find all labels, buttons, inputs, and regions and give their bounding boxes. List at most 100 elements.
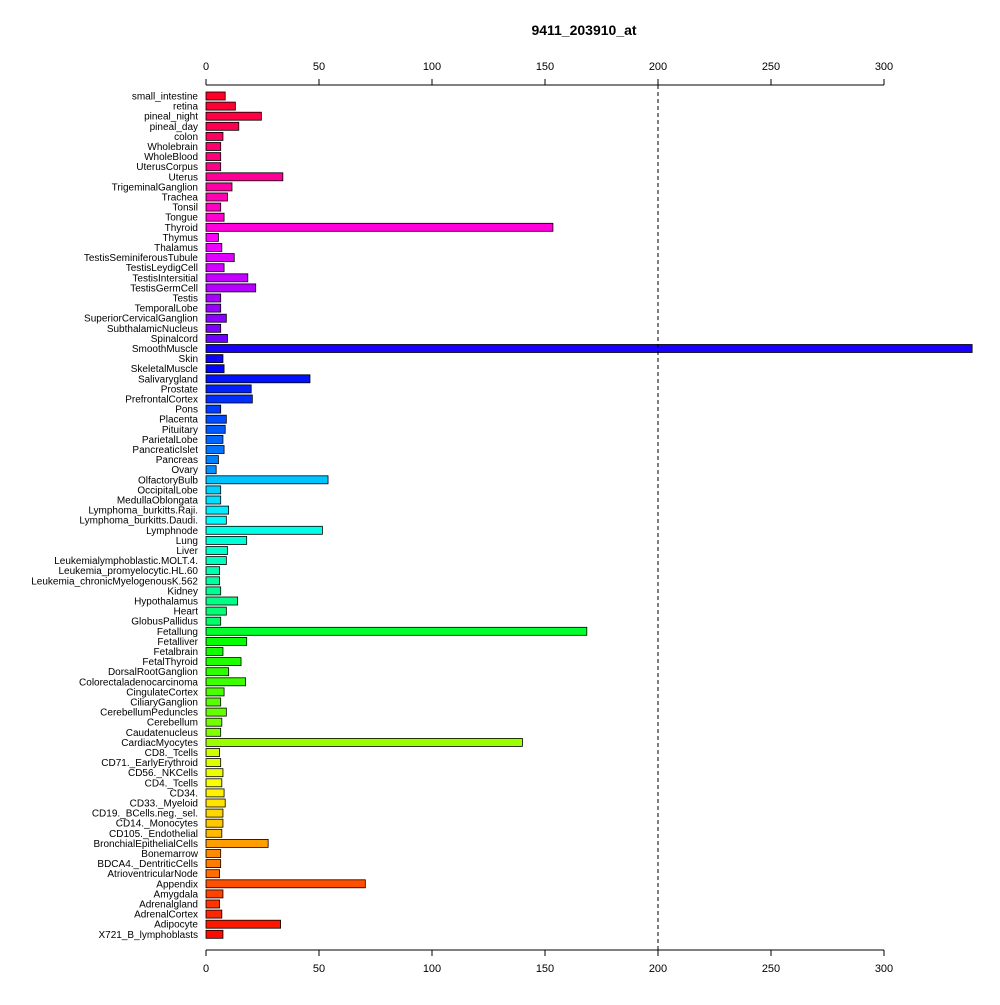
bar [205,232,219,242]
category-label: Caudatenucleus [126,728,198,739]
category-label: BronchialEpithelialCells [94,839,199,850]
bar [205,889,224,899]
x-axis-top: 0 50 100 150 200 250 300 [203,61,893,86]
category-label: Leukemia_promyelocytic.HL.60 [58,566,198,577]
category-label: FetalThyroid [142,657,198,668]
bar [205,859,222,868]
bar [205,303,222,313]
bar [205,162,222,172]
category-label: CiliaryGanglion [130,698,198,709]
category-label: Lymphoma_burkitts.Raji. [88,506,198,517]
bar [205,778,223,788]
bar [205,394,253,404]
x-tick-label-top: 0 [203,61,209,73]
category-label: Adipocyte [154,920,198,931]
bar [205,839,269,848]
bar [205,172,284,182]
chart-title: 9411_203910_at [531,22,636,38]
category-label: SuperiorCervicalGanglion [84,314,198,325]
category-label: ParietalLobe [142,435,199,446]
bar [205,374,311,384]
category-label: AdrenalCortex [134,910,198,921]
bar [205,414,227,424]
bar [205,404,222,414]
category-label: Bonemarrow [141,849,198,860]
category-label: Trachea [162,193,199,204]
x-tick-label-top: 50 [313,61,325,73]
category-label: Kidney [167,586,198,597]
bar [205,424,226,434]
category-label: Colorectaladenocarcinoma [79,677,198,688]
bar [205,222,554,232]
bar [205,354,224,364]
category-label: retina [173,102,198,113]
category-label: SubthalamicNucleus [107,324,198,335]
category-label: PrefrontalCortex [125,395,198,406]
category-label: Adrenalgland [139,900,198,911]
bar [205,293,222,303]
bar [205,263,225,273]
category-label: Wholebrain [147,142,198,153]
category-label: BDCA4._DentriticCells [97,859,198,870]
category-label: colon [174,132,198,143]
category-label: Leukemia_chronicMyelogenousK.562 [31,576,198,587]
bar [205,586,222,596]
category-label: Pancreas [156,455,198,466]
bar [205,768,224,778]
bar [205,202,222,212]
bar [205,142,222,151]
x-tick-label-bottom: 300 [875,963,893,975]
category-label: Ovary [171,465,198,476]
category-label: Skin [179,354,198,365]
bar [205,626,588,636]
category-label: PancreaticIslet [132,445,198,456]
category-label: TestisGermCell [130,283,198,294]
bar [205,647,224,656]
category-label: CD105._Endothelial [109,829,198,840]
category-label: Pons [175,405,198,416]
category-label: Lymphnode [146,526,198,537]
category-label: CingulateCortex [126,687,198,698]
category-label: Prostate [161,384,199,395]
category-label: CD8._Tcells [145,748,198,759]
bar [205,434,224,444]
category-label: TestisSeminiferousTubule [84,253,199,264]
category-label: TestisLeydigCell [126,263,198,274]
bar [205,919,281,929]
bar [205,596,239,606]
bar [205,485,222,495]
bar [205,475,329,485]
category-label: Heart [174,607,199,618]
category-label: MedullaOblongata [117,496,199,507]
bar [205,798,226,808]
bar [205,505,230,515]
bar [205,465,217,475]
bar [205,192,228,202]
category-label: Lung [176,536,198,547]
bar [205,152,222,162]
category-label: Thalamus [154,243,198,254]
bar [205,253,235,263]
bar [205,525,323,535]
bar [205,758,222,767]
bar [205,738,523,747]
category-label: Cerebellum [147,718,198,729]
x-tick-label-top: 150 [536,61,554,73]
bar [205,212,225,222]
bar [205,131,224,141]
bar [205,364,225,374]
category-label: SkeletalMuscle [131,364,199,375]
bar [205,748,220,757]
bar [205,929,224,939]
category-label: DorsalRootGanglion [108,667,198,678]
x-tick-label-bottom: 50 [313,963,325,975]
bar [205,606,227,616]
bar [205,697,222,707]
category-label: CD14._Monocytes [116,819,198,830]
bar [205,808,224,818]
category-label: Salivarygland [138,374,198,385]
category-label: CD34. [170,788,198,799]
category-label: Tongue [165,213,198,224]
